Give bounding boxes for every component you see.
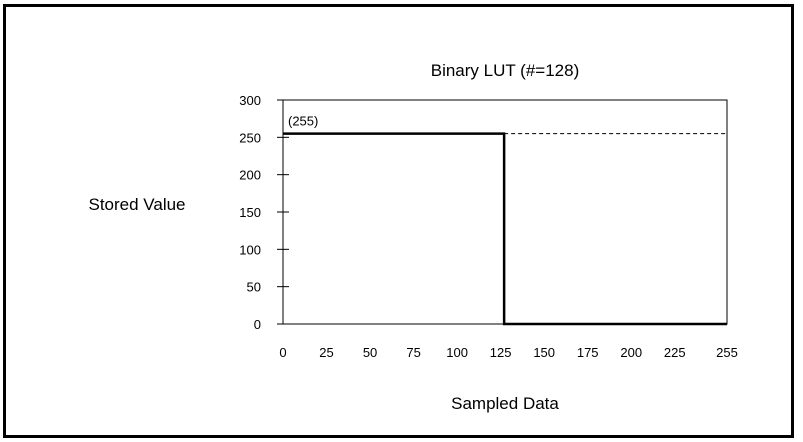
y-axis-label: Stored Value [88,195,185,214]
x-tick-label: 125 [490,345,512,360]
x-axis-label: Sampled Data [451,394,559,413]
y-tick-label: 200 [239,168,261,183]
x-tick-label: 200 [620,345,642,360]
x-tick-label: 225 [664,345,686,360]
y-tick-label: 150 [239,205,261,220]
chart-title: Binary LUT (#=128) [431,61,580,80]
chart-frame [3,4,794,438]
x-tick-label: 255 [716,345,738,360]
value-annotation: (255) [288,114,318,129]
y-tick-label: 100 [239,242,261,257]
series-group [283,132,727,326]
y-tick-label: 0 [254,317,261,332]
y-tick-label: 300 [239,93,261,108]
x-tick-label: 100 [446,345,468,360]
x-tick-label: 25 [319,345,333,360]
x-tick-label: 150 [533,345,555,360]
x-tick-label: 0 [279,345,286,360]
annotations-group: (255) [288,114,318,129]
x-tick-label: 75 [406,345,420,360]
x-axis-ticks: 0 25 50 75 100 125 150 175 200 225 255 [279,345,737,360]
y-tick-label: 50 [247,280,261,295]
x-tick-label: 175 [577,345,599,360]
x-tick-label: 50 [363,345,377,360]
series-line-solid [283,132,727,326]
y-tick-label: 250 [239,130,261,145]
y-axis-ticks: 0 50 100 150 200 250 300 [239,93,289,332]
